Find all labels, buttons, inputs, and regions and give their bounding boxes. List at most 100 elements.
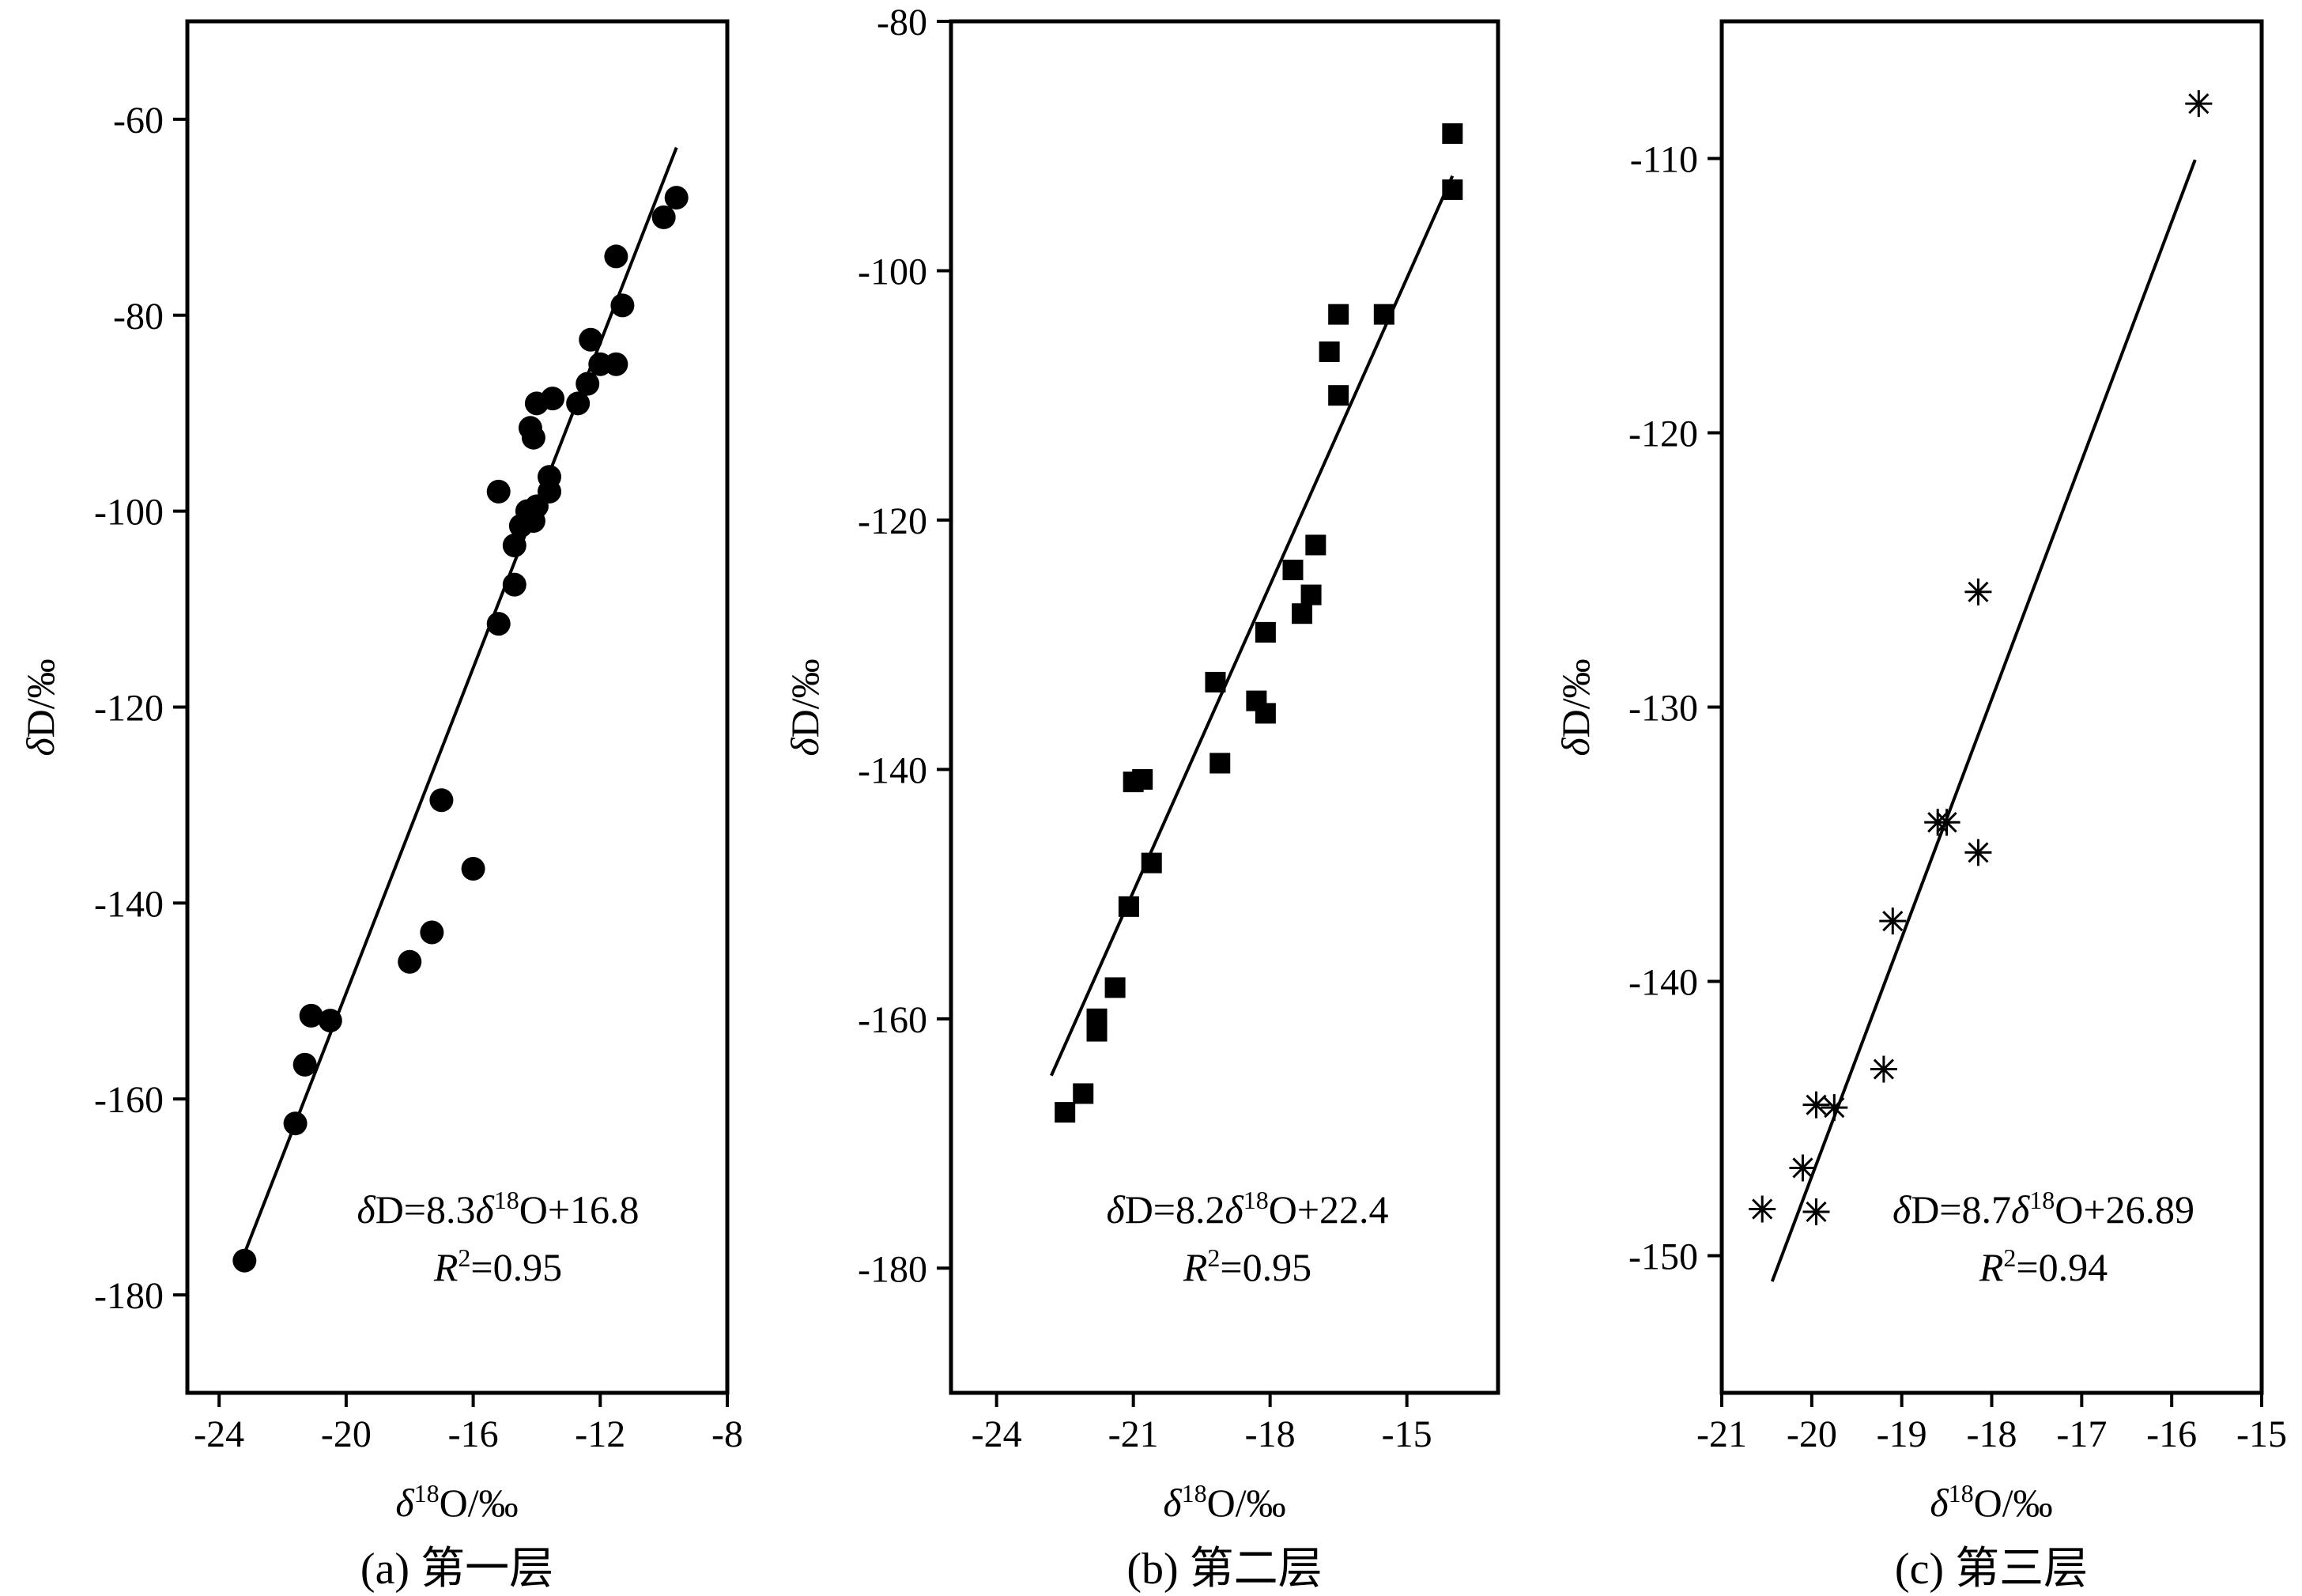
data-points: [1055, 123, 1463, 1123]
y-tick-label: -110: [1630, 139, 1698, 181]
fit-line-group: [1770, 159, 2197, 1282]
data-point: [318, 1009, 342, 1033]
fit-line-group: [1050, 175, 1455, 1077]
regression-equation: δD=8.3δ18O+16.8: [357, 1186, 639, 1232]
data-point: [508, 514, 533, 538]
y-tick-label: -80: [113, 296, 164, 338]
data-point: [1870, 1055, 1897, 1083]
data-point: [299, 1003, 323, 1028]
data-point: [1924, 809, 1952, 836]
x-tick-label: -24: [972, 1413, 1022, 1455]
plot-frame: [949, 19, 1500, 1395]
regression-line: [243, 146, 678, 1255]
x-axis-label: δ18O/‰: [1930, 1479, 2052, 1525]
x-tick-label: -16: [2146, 1413, 2197, 1455]
fit-line-group: [243, 146, 678, 1255]
data-point: [2185, 90, 2213, 118]
tick-group: -24 -20 -16 -12 -8 -60 -80 -100 -120 -140 -160 -180: [94, 100, 743, 1455]
data-point: [502, 572, 526, 597]
x-tick-label: -20: [321, 1413, 372, 1455]
y-axis-label: δD/‰: [783, 658, 827, 756]
data-point: [524, 391, 549, 416]
regression-equation: δD=8.2δ18O+22.4: [1106, 1186, 1388, 1232]
x-axis-label: δ18O/‰: [1163, 1479, 1285, 1525]
y-tick-label: -140: [858, 749, 927, 791]
tick-group: -21 -20 -19 -18 -17 -16 -15 -110 -120 -130 -140 -15…: [1628, 139, 2287, 1456]
data-point: [1442, 123, 1463, 144]
x-tick-label: -21: [1696, 1413, 1747, 1455]
data-point: [1209, 753, 1231, 774]
data-point: [579, 327, 603, 352]
data-point: [1749, 1195, 1776, 1223]
y-tick-label: -100: [858, 251, 927, 292]
regression-line: [1050, 175, 1455, 1077]
data-point: [604, 244, 628, 269]
panel-caption: (a) 第一层: [360, 1545, 553, 1594]
y-tick-label: -140: [94, 883, 164, 925]
panel-b: -24 -21 -18 -15 -80 -100 -120 -140 -160 -180 δD=8…: [783, 2, 1500, 1594]
tick-group: -24 -21 -18 -15 -80 -100 -120 -140 -160 -180: [858, 2, 1432, 1455]
data-point: [1055, 1102, 1076, 1123]
data-point: [1964, 578, 1992, 606]
panel-c: -21 -20 -19 -18 -17 -16 -15 -110 -120 -130 -140 -15…: [1553, 19, 2287, 1594]
x-tick-label: -15: [1382, 1413, 1432, 1455]
data-point: [398, 949, 422, 974]
data-points: [1749, 90, 2213, 1225]
data-point: [1123, 772, 1144, 793]
x-tick-label: -15: [2236, 1413, 2287, 1455]
data-point: [1073, 1083, 1094, 1104]
data-point: [283, 1111, 308, 1136]
data-point: [1442, 179, 1463, 200]
x-tick-label: -20: [1787, 1413, 1837, 1455]
data-point: [1373, 304, 1394, 325]
y-tick-label: -160: [858, 999, 927, 1041]
regression-line: [1770, 159, 2197, 1282]
x-tick-label: -21: [1108, 1413, 1159, 1455]
data-point: [1246, 690, 1267, 711]
data-point: [1118, 896, 1139, 917]
data-point: [1879, 907, 1907, 935]
data-point: [420, 920, 444, 945]
x-tick-label: -18: [1967, 1413, 2017, 1455]
data-point: [1141, 852, 1162, 873]
y-tick-label: -120: [858, 500, 927, 542]
x-tick-label: -16: [448, 1413, 499, 1455]
data-point: [1802, 1198, 1830, 1225]
x-tick-label: -24: [194, 1413, 244, 1455]
y-tick-label: -120: [1628, 413, 1698, 455]
data-point: [1305, 534, 1326, 556]
data-point: [1319, 341, 1340, 362]
data-point: [1802, 1091, 1830, 1119]
data-point: [576, 372, 600, 396]
y-tick-label: -140: [1628, 962, 1698, 1004]
data-point: [1789, 1154, 1817, 1182]
panel-caption: (b) 第二层: [1126, 1545, 1322, 1594]
data-point: [1205, 671, 1226, 692]
data-point: [486, 479, 511, 504]
data-point: [1255, 621, 1276, 643]
data-point: [502, 534, 526, 558]
y-tick-label: -100: [94, 492, 164, 534]
panel-a: -24 -20 -16 -12 -8 -60 -80 -100 -120 -140 -160 -180…: [18, 19, 743, 1594]
data-point: [486, 612, 511, 636]
x-tick-label: -19: [1877, 1413, 1927, 1455]
data-point: [429, 788, 454, 813]
y-axis-label: δD/‰: [18, 658, 62, 756]
data-point: [1964, 839, 1992, 866]
data-point: [232, 1248, 257, 1273]
y-axis-label: δD/‰: [1553, 658, 1598, 756]
panel-caption: (c) 第三层: [1895, 1545, 2088, 1594]
y-tick-label: -160: [94, 1079, 164, 1121]
data-point: [1300, 584, 1322, 606]
y-tick-label: -80: [877, 2, 927, 43]
y-tick-label: -60: [113, 100, 164, 141]
data-point: [292, 1052, 317, 1077]
data-point: [1282, 560, 1304, 580]
data-point: [610, 293, 635, 318]
data-point: [664, 186, 689, 210]
y-tick-label: -150: [1628, 1236, 1698, 1278]
x-axis-label: δ18O/‰: [395, 1479, 518, 1525]
y-tick-label: -120: [94, 688, 164, 730]
data-points: [232, 186, 689, 1273]
